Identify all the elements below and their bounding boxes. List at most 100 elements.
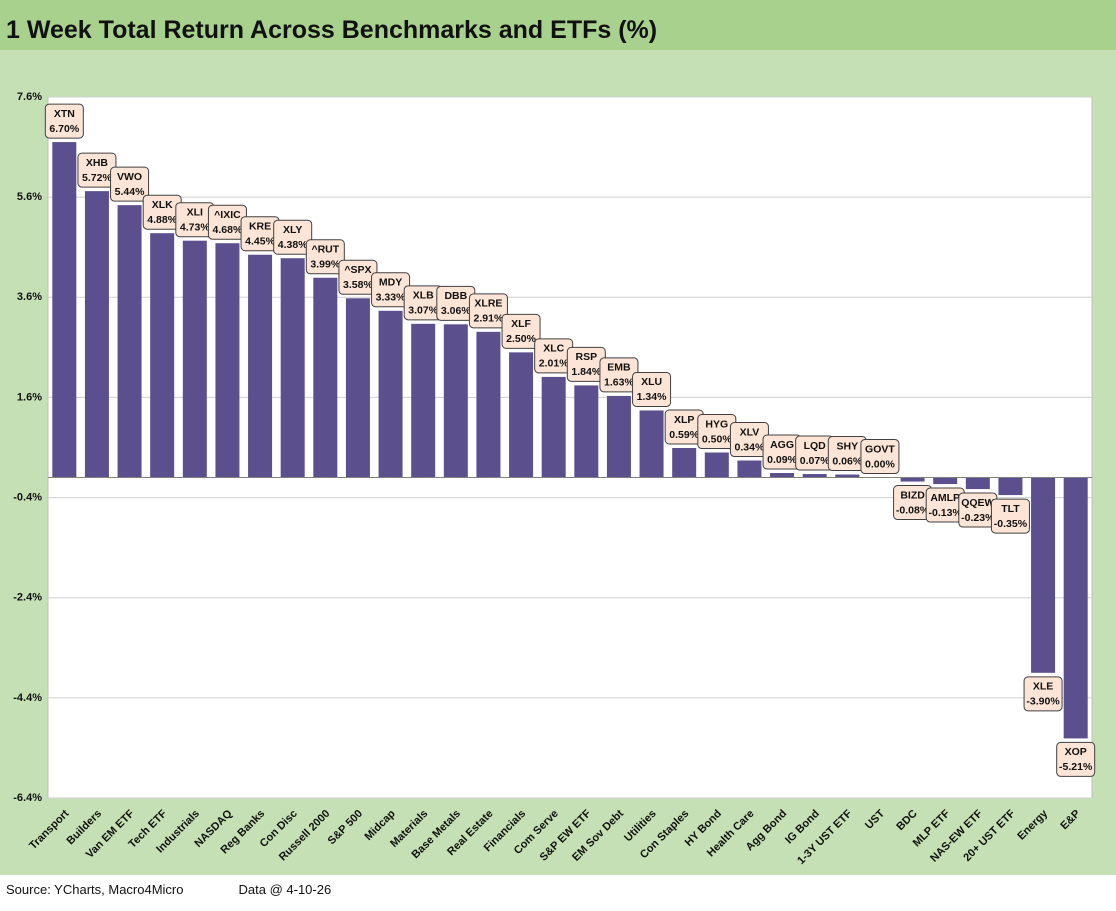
value-label: 0.34% [735, 441, 765, 453]
data-label: XLU 1.34% [632, 371, 672, 407]
bar [182, 240, 207, 478]
source: Source: YCharts, Macro4Micro [6, 882, 184, 897]
ticker-label: XLP [674, 414, 694, 426]
bar [378, 310, 403, 478]
data-label: ^IXIC 4.68% [207, 204, 247, 240]
bar [998, 477, 1023, 496]
bar [215, 243, 240, 478]
data-label-box [501, 313, 541, 349]
value-label: 4.88% [147, 214, 177, 226]
value-label: 2.50% [506, 333, 536, 345]
data-label: SHY 0.06% [827, 436, 867, 472]
y-tick-label: -4.4% [13, 692, 42, 704]
value-label: 4.73% [180, 221, 210, 233]
value-label: 3.06% [441, 305, 471, 317]
bar [117, 205, 142, 478]
data-label: HYG 0.50% [697, 414, 737, 450]
ticker-label: XLC [543, 343, 564, 355]
ticker-label: XLV [740, 426, 760, 438]
ticker-label: MDY [379, 277, 402, 289]
ticker-label: BIZD [900, 489, 925, 501]
data-label: XOP -5.21% [1056, 741, 1096, 777]
data-label: TLT -0.35% [990, 498, 1030, 534]
value-label: 1.63% [604, 377, 634, 389]
data-label: VWO 5.44% [110, 166, 150, 202]
data-date: Data @ 4-10-26 [238, 882, 332, 897]
bar [280, 258, 305, 478]
ticker-label: ^SPX [344, 264, 371, 276]
data-label: KRE 4.45% [240, 216, 280, 252]
bar [345, 298, 370, 478]
ticker-label: AMLP [930, 492, 960, 504]
data-label: XLE -3.90% [1023, 676, 1063, 712]
data-label: EMB 1.63% [599, 357, 639, 393]
y-tick-label: 5.6% [17, 191, 42, 203]
value-label: 0.59% [669, 429, 699, 441]
data-label-box [468, 293, 508, 329]
value-label: 3.58% [343, 279, 373, 291]
bar [574, 385, 599, 478]
chart: -6.4%-4.4%-2.4%-0.4%1.6%3.6%5.6%7.6%Tran… [0, 50, 1116, 875]
value-label: 1.34% [637, 391, 667, 403]
data-label: GOVT 0.00% [860, 439, 900, 475]
bar [606, 395, 631, 478]
y-tick-label: 7.6% [17, 91, 42, 103]
bar [1031, 477, 1056, 673]
data-label: ^RUT 3.99% [305, 239, 345, 275]
value-label: 0.00% [865, 458, 895, 470]
value-label: 6.70% [49, 123, 79, 135]
ticker-label: XLI [187, 206, 203, 218]
data-label: XLC 2.01% [534, 338, 574, 374]
bar [150, 233, 175, 478]
ticker-label: RSP [576, 351, 598, 363]
ticker-label: HYG [705, 418, 728, 430]
ticker-label: EMB [607, 362, 631, 374]
data-label: XLP 0.59% [664, 409, 704, 445]
y-tick-label: 3.6% [17, 291, 42, 303]
data-label-box [305, 239, 345, 275]
data-label-box [110, 166, 150, 202]
ticker-label: XLRE [474, 298, 502, 310]
ticker-label: ^RUT [311, 244, 339, 256]
data-label: BIZD -0.08% [893, 485, 933, 521]
bar [248, 254, 273, 478]
data-label: ^SPX 3.58% [338, 259, 378, 295]
ticker-label: DBB [444, 290, 467, 302]
value-label: 4.38% [278, 239, 308, 251]
value-label: -3.90% [1026, 696, 1060, 708]
title-bar: 1 Week Total Return Across Benchmarks an… [0, 0, 1116, 50]
value-label: 4.45% [245, 236, 275, 248]
value-label: 3.99% [310, 259, 340, 271]
ticker-label: ^IXIC [214, 209, 241, 221]
bar [933, 477, 958, 485]
value-label: 5.44% [115, 186, 145, 198]
ticker-label: GOVT [865, 443, 895, 455]
ticker-label: VWO [117, 171, 142, 183]
ticker-label: XLK [152, 199, 173, 211]
ticker-label: XLB [413, 290, 434, 302]
data-label: XLB 3.07% [403, 285, 443, 321]
data-label: XLY 4.38% [273, 219, 313, 255]
data-label-box [860, 439, 900, 475]
bar [770, 473, 795, 478]
footer: Source: YCharts, Macro4Micro Data @ 4-10-… [6, 882, 386, 897]
ticker-label: XTN [54, 108, 75, 120]
value-label: 2.91% [474, 313, 504, 325]
value-label: 5.72% [82, 172, 112, 184]
bar [52, 142, 77, 478]
bar [313, 277, 338, 478]
data-label-box [990, 498, 1030, 534]
data-label: XLRE 2.91% [468, 293, 508, 329]
bar [509, 352, 534, 478]
bar [1063, 477, 1088, 739]
bar [835, 474, 860, 478]
data-label: XLK 4.88% [142, 194, 182, 230]
ticker-label: KRE [249, 221, 271, 233]
bar [443, 324, 468, 478]
y-tick-label: -0.4% [13, 491, 42, 503]
value-label: -0.13% [929, 507, 963, 519]
ticker-label: QQEW [961, 497, 994, 509]
bar [541, 376, 566, 478]
value-label: 4.68% [213, 224, 243, 236]
